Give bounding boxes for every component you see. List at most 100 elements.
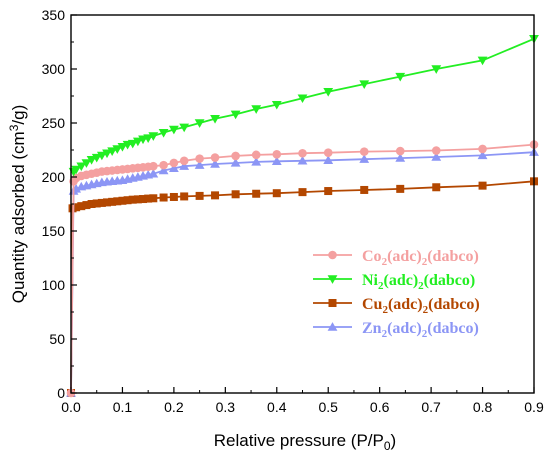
data-point-co	[159, 160, 168, 170]
data-point-cu	[87, 200, 96, 208]
y-tick-label: 350	[42, 7, 66, 23]
data-point-zn	[395, 153, 406, 162]
x-tick-label: 0.5	[318, 399, 338, 415]
data-point-ni	[143, 134, 154, 144]
data-point-cu	[298, 188, 307, 197]
data-point-cu	[82, 201, 91, 210]
data-point-cu	[72, 203, 81, 212]
data-point-zn	[359, 154, 370, 163]
data-point-co	[210, 153, 220, 162]
data-point-zn	[323, 155, 334, 164]
data-point-cu	[169, 192, 178, 201]
x-tick-label: 0.7	[421, 399, 441, 415]
legend-label-part: Co	[362, 248, 382, 265]
legend-label-part: (adc)	[384, 272, 419, 289]
legend-label-cu: Cu2(adc)2(dabco)	[362, 296, 480, 316]
data-point-cu	[324, 187, 333, 196]
data-point-cu	[113, 197, 122, 206]
data-point-ni	[271, 100, 282, 110]
y-tick-label: 200	[42, 169, 66, 185]
data-point-cu	[432, 183, 441, 192]
data-point-cu	[118, 196, 127, 205]
legend-item-ni: Ni2(adc)2(dabco)	[313, 272, 475, 292]
data-point-ni	[158, 129, 169, 138]
series-line-co	[70, 143, 535, 394]
data-point-zn	[148, 168, 159, 178]
legend: Co2(adc)2(dabco)Ni2(adc)2(dabco)Cu2(adc)…	[313, 248, 480, 340]
data-point-co	[149, 161, 158, 171]
data-point-cu	[195, 191, 204, 200]
data-point-cu	[103, 198, 112, 207]
data-point-cu	[92, 199, 101, 208]
x-tick-label: 0.6	[370, 399, 390, 415]
data-point-zn	[179, 161, 190, 170]
legend-label-part: (dabco)	[427, 320, 479, 337]
legend-label-part: (dabco)	[428, 296, 480, 313]
data-point-ni	[117, 143, 128, 152]
y-axis-label-main: Quantity adsorbed (cm	[9, 131, 28, 303]
data-point-cu	[133, 195, 142, 204]
data-point-co	[359, 147, 369, 156]
legend-item-co: Co2(adc)2(dabco)	[313, 248, 479, 268]
data-point-co	[431, 146, 441, 155]
legend-item-zn: Zn2(adc)2(dabco)	[313, 320, 479, 340]
data-point-ni	[323, 87, 334, 97]
data-point-cu	[180, 192, 189, 201]
data-point-co	[251, 150, 261, 160]
legend-label-part: 2	[418, 280, 424, 292]
y-axis-label: Quantity adsorbed (cm3/g)	[7, 105, 28, 304]
data-point-ni	[71, 165, 82, 175]
data-point-cu	[144, 194, 153, 203]
data-point-zn	[251, 156, 262, 166]
data-point-ni	[230, 110, 241, 120]
data-point-cu	[77, 202, 86, 211]
legend-label-part: 2	[422, 256, 428, 268]
y-tick-label: 250	[42, 115, 66, 131]
legend-label-part: Cu	[362, 296, 383, 313]
y-axis-label-sup: 3	[7, 124, 21, 131]
data-point-cu	[123, 196, 132, 205]
data-point-ni	[96, 151, 107, 161]
x-tick-label: 0.1	[113, 399, 133, 415]
y-tick-label: 100	[42, 277, 66, 293]
data-point-ni	[168, 125, 179, 135]
data-point-cu	[159, 193, 168, 202]
legend-marker-co	[328, 250, 337, 260]
legend-label-part: Ni	[362, 272, 379, 289]
data-point-cu	[108, 197, 117, 206]
data-point-cu	[396, 184, 405, 193]
series-cu	[67, 177, 538, 397]
data-point-cu	[231, 190, 240, 199]
legend-label-zn: Zn2(adc)2(dabco)	[362, 320, 479, 340]
x-tick-label: 0.3	[216, 399, 236, 415]
legend-label-part: (adc)	[388, 296, 423, 313]
data-point-cu	[128, 195, 137, 204]
legend-label-part: 2	[378, 280, 384, 292]
data-point-co	[395, 146, 405, 156]
legend-item-cu: Cu2(adc)2(dabco)	[313, 296, 480, 316]
data-point-ni	[127, 139, 138, 149]
data-point-ni	[132, 137, 143, 147]
legend-label-part: 2	[423, 304, 429, 316]
data-point-zn	[230, 158, 241, 167]
legend-label-part: 2	[422, 328, 428, 340]
data-point-cu	[211, 191, 220, 200]
data-point-zn	[210, 159, 220, 168]
data-point-ni	[210, 114, 220, 124]
legend-marker-ni	[327, 275, 338, 284]
data-point-cu	[252, 189, 261, 198]
data-point-ni	[431, 65, 442, 74]
data-point-ni	[395, 72, 406, 82]
x-axis-label-sub: 0	[384, 439, 391, 453]
data-point-cu	[149, 194, 158, 203]
data-point-cu	[478, 181, 487, 190]
legend-label-part: (adc)	[387, 248, 422, 265]
data-point-cu	[272, 189, 281, 198]
data-point-ni	[76, 162, 87, 172]
legend-label-ni: Ni2(adc)2(dabco)	[362, 272, 475, 292]
plot-marks	[66, 35, 539, 398]
legend-label-part: (adc)	[387, 320, 422, 337]
data-point-ni	[91, 153, 102, 163]
data-point-co	[231, 151, 240, 161]
